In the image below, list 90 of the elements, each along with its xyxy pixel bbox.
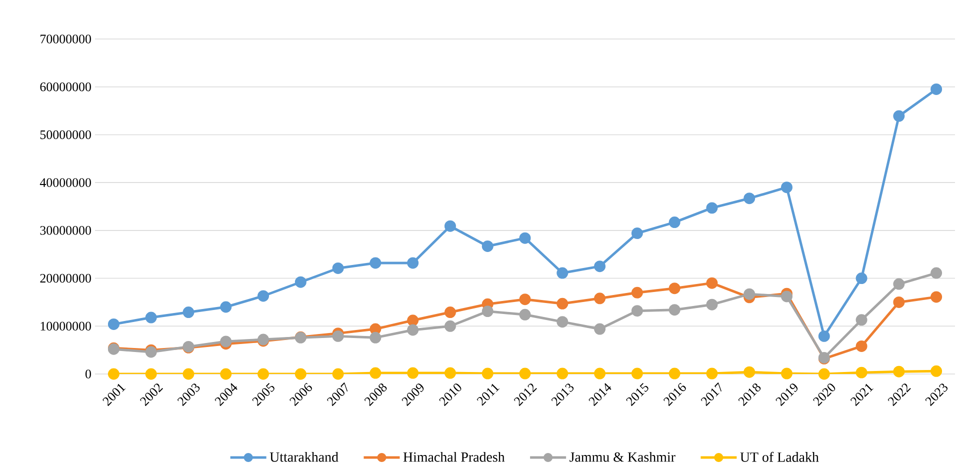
x-tick-label: 2001 [102,384,126,406]
point [332,262,344,274]
point [594,323,606,335]
point [930,291,942,303]
point [444,220,456,232]
point [258,290,270,302]
y-tick-label: 20000000 [40,274,91,283]
point [182,306,194,318]
legend-label: Jammu & Kashmir [570,452,676,462]
point [930,365,942,377]
point [519,308,531,320]
point [370,323,382,335]
point [781,290,792,302]
point [482,240,494,252]
y-tick-label: 40000000 [40,178,91,187]
point [407,324,419,336]
point [706,277,718,289]
y-tick-label: 0 [86,370,91,378]
point [668,304,680,316]
y-tick-label: 50000000 [40,130,91,140]
legend-label: UT of Ladakh [740,452,819,462]
point [145,312,157,324]
point [594,292,606,304]
point [594,368,606,380]
legend-label: Himachal Pradesh [403,452,505,462]
point [668,216,680,228]
point [407,257,419,269]
point [145,368,157,380]
point [482,306,494,318]
point [519,294,531,306]
point [744,288,756,300]
point [519,232,531,244]
point [332,368,344,380]
point [818,368,830,380]
point [781,182,792,194]
point [706,202,718,214]
point [444,367,456,379]
point [258,368,270,380]
point [893,296,905,308]
x-tick-label: 2011 [476,384,500,406]
point [407,367,419,379]
point [893,110,905,122]
point [294,276,306,288]
point [182,368,194,380]
point [108,318,120,330]
point [706,298,718,310]
point [407,314,419,326]
point [856,340,868,352]
point [818,330,830,342]
y-tick-label: 60000000 [40,82,91,92]
point [668,368,680,380]
point [706,368,718,380]
point [856,366,868,378]
point [781,368,792,380]
point [856,272,868,284]
point [631,228,643,240]
point [744,366,756,378]
y-tick-label: 70000000 [40,34,91,44]
point [220,368,232,380]
point [594,260,606,272]
point [370,367,382,379]
point [220,336,232,348]
y-tick-label: 10000000 [40,322,91,331]
point [856,314,868,326]
point [294,368,306,380]
point [556,267,568,279]
point [556,298,568,310]
point [444,320,456,332]
point [108,368,120,380]
point [444,306,456,318]
point [893,366,905,378]
point [930,84,942,95]
point [631,286,643,298]
point [631,305,643,317]
point [744,192,756,204]
legend-label: Uttarakhand [270,452,338,462]
point [370,332,382,344]
point [556,316,568,328]
point [668,282,680,294]
point [370,257,382,269]
point [519,368,531,380]
point [631,368,643,380]
x-tick-label: 2021 [850,384,874,406]
point [930,267,942,279]
point [332,330,344,342]
point [556,368,568,380]
point [220,301,232,313]
point [893,278,905,290]
y-tick-label: 30000000 [40,226,91,235]
point [482,368,494,380]
